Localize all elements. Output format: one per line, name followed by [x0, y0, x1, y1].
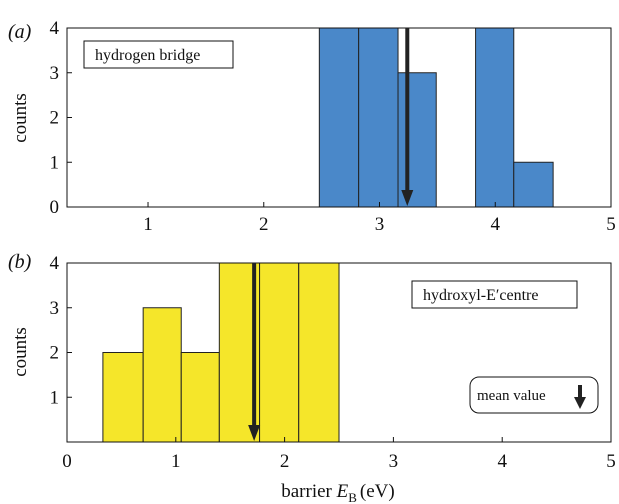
panel-b-bar-0: [102, 352, 144, 443]
panel-b-bars: [102, 262, 340, 443]
panel-b-annotation: hydroxyl-E′centre: [411, 280, 578, 309]
panel-b-bar-5: [298, 262, 340, 443]
panel-b-annotation-box: [411, 280, 578, 309]
panel-a-annotation-text: hydrogen bridge: [95, 47, 200, 64]
x-axis-label-unit: (eV): [360, 481, 395, 502]
panel-a-bar-5: [513, 161, 554, 208]
panel-b-xtick-label: 4: [497, 451, 507, 472]
panel-b-axes-frame: [66, 262, 612, 443]
x-axis-label: barrier EB (eV): [281, 481, 394, 504]
panel-a-bar-0: [318, 27, 360, 208]
panel-b-ytick-label: 4: [50, 253, 60, 274]
panel-b-annotation-text: hydroxyl-E′centre: [423, 287, 538, 304]
panel-b-mean-arrow-head: [248, 425, 261, 441]
panel-b-xtick-label: 0: [62, 451, 72, 472]
panel-a-bars: [318, 27, 554, 208]
panel-b-xtick-label: 2: [280, 451, 290, 472]
panel-a-xtick-label: 2: [259, 214, 269, 235]
down-arrow-icon: [574, 385, 586, 409]
panel-b-xtick-label: 5: [606, 451, 616, 472]
panel-a-axes-frame: [66, 27, 612, 208]
panel-b-xtick-label: 3: [389, 451, 399, 472]
panel-a-annotation-box: [83, 40, 234, 69]
panel-a-xtick-label: 1: [143, 214, 153, 235]
panel-b-mean-arrow: [248, 263, 261, 441]
panel-b-bar-2: [180, 352, 220, 443]
panel-a-xtick-label: 4: [491, 214, 501, 235]
panel-a-mean-arrow: [401, 28, 414, 206]
panel-a-bar-4: [475, 27, 515, 208]
panel-b-bar-4: [259, 262, 300, 443]
panel-a-ytick-label: 0: [50, 197, 60, 218]
panel-a-ytick-label: 4: [50, 18, 60, 39]
panel-a-bar-2: [397, 72, 437, 208]
x-axis-label-subscript: B: [348, 490, 357, 504]
panel-a-bar-1: [358, 27, 399, 208]
panel-a: (a) counts 1 2 3 4 5 0 1 2 3 4 hydrogen bridge: [8, 18, 616, 235]
panel-a-ytick-label: 2: [50, 108, 60, 129]
x-axis-label-prefix: barrier: [281, 481, 336, 502]
panel-b-ylabel: counts: [10, 327, 31, 377]
panel-a-ytick-label: 1: [50, 152, 60, 173]
legend-box: [469, 376, 599, 414]
panel-a-xtick-label: 3: [375, 214, 385, 235]
panel-b-label: (b): [8, 251, 32, 273]
panel-b-ytick-label: 3: [50, 298, 60, 319]
panel-a-ylabel: counts: [10, 93, 31, 143]
panel-a-annotation: hydrogen bridge: [83, 40, 234, 69]
panel-b-bar-1: [142, 307, 182, 443]
panel-a-label: (a): [8, 21, 32, 43]
legend: mean value: [469, 376, 599, 414]
panel-b-ytick-label: 2: [50, 343, 60, 364]
x-axis-label-symbol: E: [336, 481, 349, 502]
panel-a-ytick-label: 3: [50, 63, 60, 84]
panel-a-xtick-label: 5: [606, 214, 616, 235]
panel-b-xtick-label: 1: [171, 451, 181, 472]
panel-b-ytick-label: 1: [50, 387, 60, 408]
panel-a-mean-arrow-head: [401, 190, 414, 206]
legend-text: mean value: [477, 388, 546, 404]
